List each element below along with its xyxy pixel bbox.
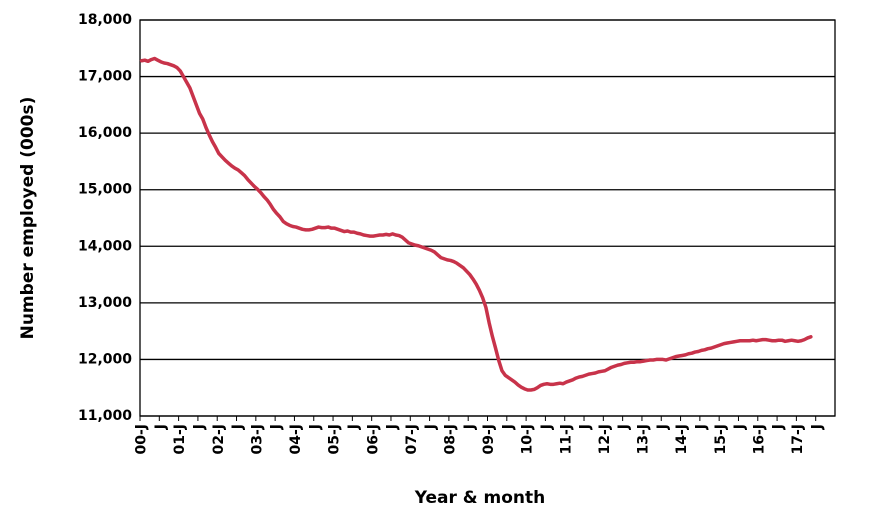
x-tick-label: J [462,424,478,430]
x-tick-label: J [616,424,632,430]
x-tick-label: 10-J [520,424,536,455]
y-tick-label: 16,000 [78,125,132,141]
y-tick-label: 14,000 [78,238,132,254]
x-tick-label: 02-J [211,424,227,455]
x-tick-label: J [307,424,323,430]
y-tick-label: 13,000 [78,295,132,311]
x-tick-label: J [346,424,362,430]
x-tick-label: 04-J [288,424,304,455]
x-tick-label: J [385,424,401,430]
x-tick-label: 06-J [365,424,381,455]
x-tick-label: J [655,424,671,430]
x-tick-label: 05-J [327,424,343,455]
x-tick-label: 12-J [597,424,613,455]
x-tick-label: J [539,424,555,430]
x-tick-label: J [732,424,748,430]
x-tick-label: 13-J [636,424,652,455]
x-tick-label: J [423,424,439,430]
x-tick-label: 03-J [249,424,265,455]
x-tick-label: J [809,424,825,430]
x-tick-label: 07-J [404,424,420,455]
y-tick-label: 18,000 [78,12,132,28]
x-tick-label: 01-J [172,424,188,455]
x-tick-label: J [269,424,285,430]
y-tick-label: 15,000 [78,182,132,198]
plot-frame [139,19,836,417]
y-axis-title: Number employed (000s) [18,97,38,340]
x-tick-label: 14-J [674,424,690,455]
y-tick-label: 12,000 [78,351,132,367]
x-tick-label: J [500,424,516,430]
y-tick-label: 17,000 [78,69,132,85]
x-tick-label: J [153,424,169,430]
x-tick-label: 09-J [481,424,497,455]
y-tick-label: 11,000 [78,408,132,424]
x-tick-label: J [230,424,246,430]
data-line [139,56,813,392]
x-tick-label: 17-J [790,424,806,455]
x-axis-title: Year & month [414,488,546,508]
x-tick-label: 00-J [134,424,150,455]
x-tick-label: 16-J [751,424,767,455]
x-tick-label: 11-J [558,424,574,455]
x-tick-label: J [693,424,709,430]
x-tick-label: J [771,424,787,430]
x-tick-label: J [578,424,594,430]
x-tick-label: 08-J [442,424,458,455]
x-tick-label: J [192,424,208,430]
x-tick-label: 15-J [713,424,729,455]
